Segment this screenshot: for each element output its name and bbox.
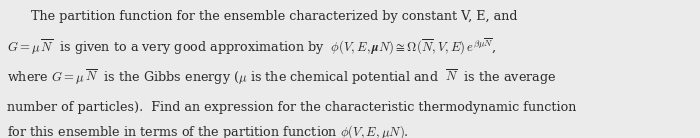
Text: where $G = \mu\,\overline{N}$  is the Gibbs energy ($\mu$ is the chemical potent: where $G = \mu\,\overline{N}$ is the Gib… bbox=[7, 68, 556, 87]
Text: number of particles).  Find an expression for the characteristic thermodynamic f: number of particles). Find an expression… bbox=[7, 101, 576, 114]
Text: The partition function for the ensemble characterized by constant V, E, and: The partition function for the ensemble … bbox=[7, 10, 517, 23]
Text: $G = \mu\,\overline{N}$  is given to a very good approximation by  $\phi(V, E, \: $G = \mu\,\overline{N}$ is given to a ve… bbox=[7, 37, 496, 57]
Text: for this ensemble in terms of the partition function $\phi(V, E, \mu N)$.: for this ensemble in terms of the partit… bbox=[7, 124, 409, 138]
